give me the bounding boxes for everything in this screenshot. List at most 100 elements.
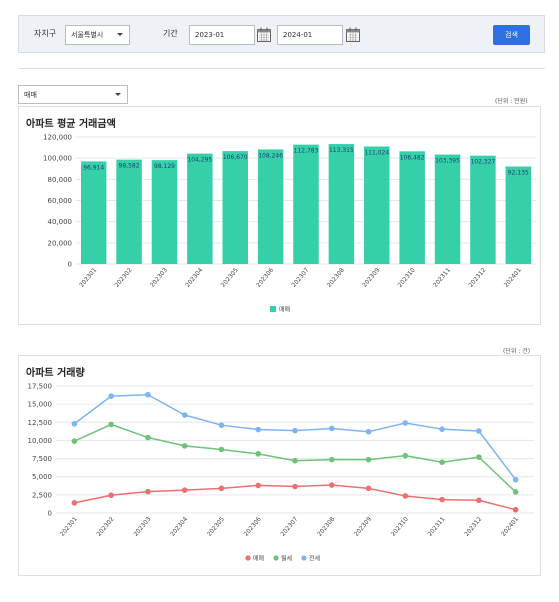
legend-label: 매매 bbox=[253, 555, 264, 563]
y-tick-label: 17,500 bbox=[28, 383, 53, 391]
bar bbox=[257, 149, 284, 264]
x-tick-label: 202302 bbox=[96, 516, 116, 538]
end-date-input[interactable]: 2024-01 bbox=[277, 25, 343, 45]
bar bbox=[470, 155, 496, 264]
bar bbox=[399, 151, 425, 264]
x-tick-label: 202307 bbox=[279, 516, 299, 538]
data-point bbox=[365, 456, 372, 463]
data-point bbox=[365, 428, 372, 435]
x-tick-label: 202305 bbox=[206, 516, 226, 538]
data-point bbox=[71, 500, 78, 506]
x-tick-label: 202303 bbox=[149, 267, 169, 289]
x-tick-label: 202311 bbox=[432, 267, 452, 289]
data-point bbox=[476, 428, 482, 434]
x-tick-label: 202401 bbox=[503, 267, 523, 289]
x-tick-label: 202311 bbox=[427, 516, 447, 538]
region-select[interactable]: 서울특별시 bbox=[65, 25, 130, 45]
data-point bbox=[145, 434, 151, 441]
data-point bbox=[292, 483, 298, 490]
x-tick-label: 202309 bbox=[353, 516, 373, 538]
data-point bbox=[218, 485, 225, 492]
type-select[interactable]: 매매 bbox=[18, 85, 128, 104]
x-tick-label: 202309 bbox=[361, 267, 381, 289]
x-tick-label: 202306 bbox=[243, 516, 263, 538]
x-tick-label: 202310 bbox=[397, 267, 417, 289]
y-tick-label: 80,000 bbox=[48, 176, 73, 184]
bar bbox=[505, 166, 532, 264]
data-point bbox=[328, 425, 335, 432]
y-tick-label: 12,500 bbox=[28, 419, 53, 427]
data-point bbox=[402, 493, 409, 499]
x-tick-label: 202301 bbox=[59, 516, 79, 538]
chart2-title: 아파트 거래량 bbox=[26, 368, 85, 379]
x-tick-label: 202302 bbox=[114, 267, 134, 289]
data-label: 102,327 bbox=[471, 159, 496, 166]
bar bbox=[293, 144, 319, 264]
volume-line-chart: 0 2,500 5,000 7,500 10,000 12,500 15,000 17,500… bbox=[28, 383, 534, 563]
data-point bbox=[255, 426, 262, 433]
data-label: 106,482 bbox=[400, 154, 425, 161]
data-point bbox=[402, 420, 409, 426]
y-tick-label: 5,000 bbox=[32, 473, 52, 481]
filter-bar: 자치구 서울특별시 기간 2023-01 2024-01 검색 bbox=[18, 15, 545, 53]
x-tick-label: 202303 bbox=[132, 516, 152, 538]
bar bbox=[364, 146, 390, 264]
x-tick-label: 202312 bbox=[467, 267, 487, 289]
data-point bbox=[512, 489, 519, 495]
x-tick-label: 202308 bbox=[326, 267, 346, 289]
data-label: 112,783 bbox=[294, 148, 319, 155]
data-label: 103,395 bbox=[435, 158, 460, 165]
data-point bbox=[402, 452, 409, 459]
period-label: 기간 bbox=[163, 29, 178, 38]
chart2-unit: (단위 : 건) bbox=[503, 348, 531, 355]
x-tick-label: 202401 bbox=[500, 516, 520, 538]
x-tick-label: 202304 bbox=[184, 267, 204, 289]
data-point bbox=[71, 420, 78, 427]
avg-price-chart-panel: 아파트 평균 거래금액 0 20,000 40,000 60,000 80,000 100… bbox=[18, 106, 541, 325]
data-point bbox=[145, 391, 151, 398]
data-point bbox=[328, 482, 335, 488]
y-tick-label: 2,500 bbox=[32, 491, 52, 499]
calendar-icon[interactable] bbox=[257, 27, 271, 42]
data-point bbox=[218, 446, 225, 453]
data-point bbox=[255, 451, 262, 457]
start-date-input[interactable]: 2023-01 bbox=[189, 25, 255, 45]
data-label: 108,246 bbox=[258, 152, 283, 159]
bar bbox=[222, 151, 248, 264]
region-label: 자치구 bbox=[34, 29, 57, 38]
calendar-icon[interactable] bbox=[346, 27, 360, 42]
region-select-value: 서울특별시 bbox=[71, 31, 104, 39]
x-tick-label: 202301 bbox=[78, 267, 98, 289]
series-line bbox=[73, 393, 517, 481]
divider bbox=[18, 68, 545, 69]
data-point bbox=[328, 456, 335, 463]
chevron-down-icon bbox=[115, 93, 121, 96]
data-point bbox=[71, 438, 78, 444]
data-point bbox=[218, 422, 225, 428]
data-point bbox=[439, 426, 445, 432]
y-tick-label: 15,000 bbox=[28, 401, 53, 409]
data-point bbox=[292, 427, 298, 434]
search-button[interactable]: 검색 bbox=[493, 25, 530, 45]
bar bbox=[151, 160, 178, 264]
data-point bbox=[439, 496, 445, 503]
data-point bbox=[365, 485, 372, 492]
y-tick-label: 100,000 bbox=[43, 155, 72, 163]
y-tick-label: 120,000 bbox=[43, 134, 72, 142]
data-point bbox=[439, 459, 445, 465]
x-tick-label: 202306 bbox=[255, 267, 275, 289]
data-point bbox=[108, 421, 114, 428]
bar bbox=[187, 153, 213, 264]
data-label: 104,295 bbox=[187, 157, 212, 164]
bar bbox=[80, 161, 107, 264]
chart1-title: 아파트 평균 거래금액 bbox=[26, 119, 116, 130]
y-tick-label: 10,000 bbox=[28, 437, 53, 445]
data-point bbox=[181, 487, 188, 493]
legend-label: 월세 bbox=[281, 555, 292, 563]
legend-swatch bbox=[270, 306, 276, 312]
legend-swatch bbox=[245, 555, 251, 561]
x-tick-label: 202307 bbox=[290, 267, 310, 289]
x-tick-label: 202308 bbox=[316, 516, 336, 538]
legend-label: 전세 bbox=[309, 555, 320, 563]
data-point bbox=[292, 457, 298, 464]
